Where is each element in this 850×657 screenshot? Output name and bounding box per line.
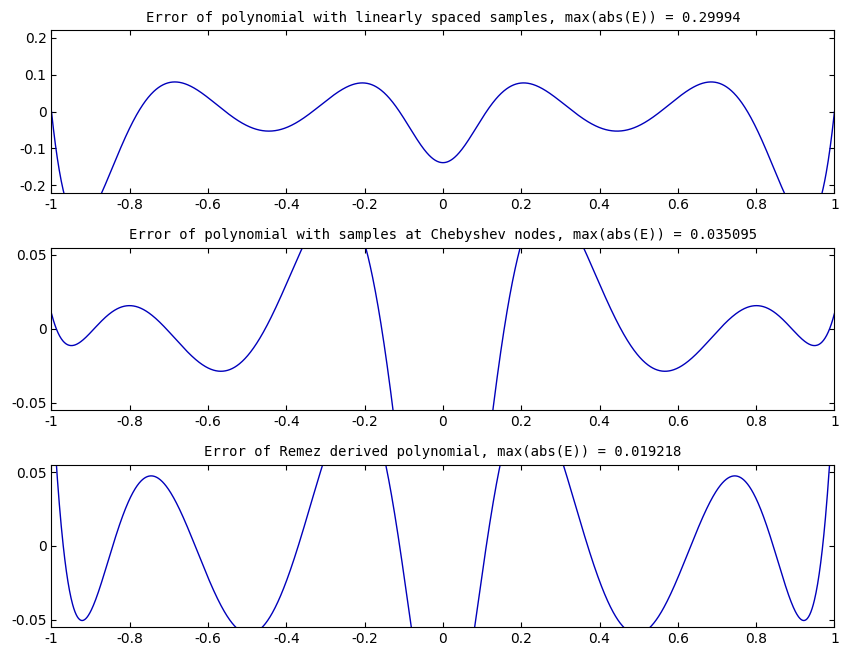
- Title: Error of polynomial with samples at Chebyshev nodes, max(abs(E)) = 0.035095: Error of polynomial with samples at Cheb…: [129, 228, 757, 242]
- Title: Error of Remez derived polynomial, max(abs(E)) = 0.019218: Error of Remez derived polynomial, max(a…: [204, 445, 682, 459]
- Title: Error of polynomial with linearly spaced samples, max(abs(E)) = 0.29994: Error of polynomial with linearly spaced…: [145, 11, 740, 25]
